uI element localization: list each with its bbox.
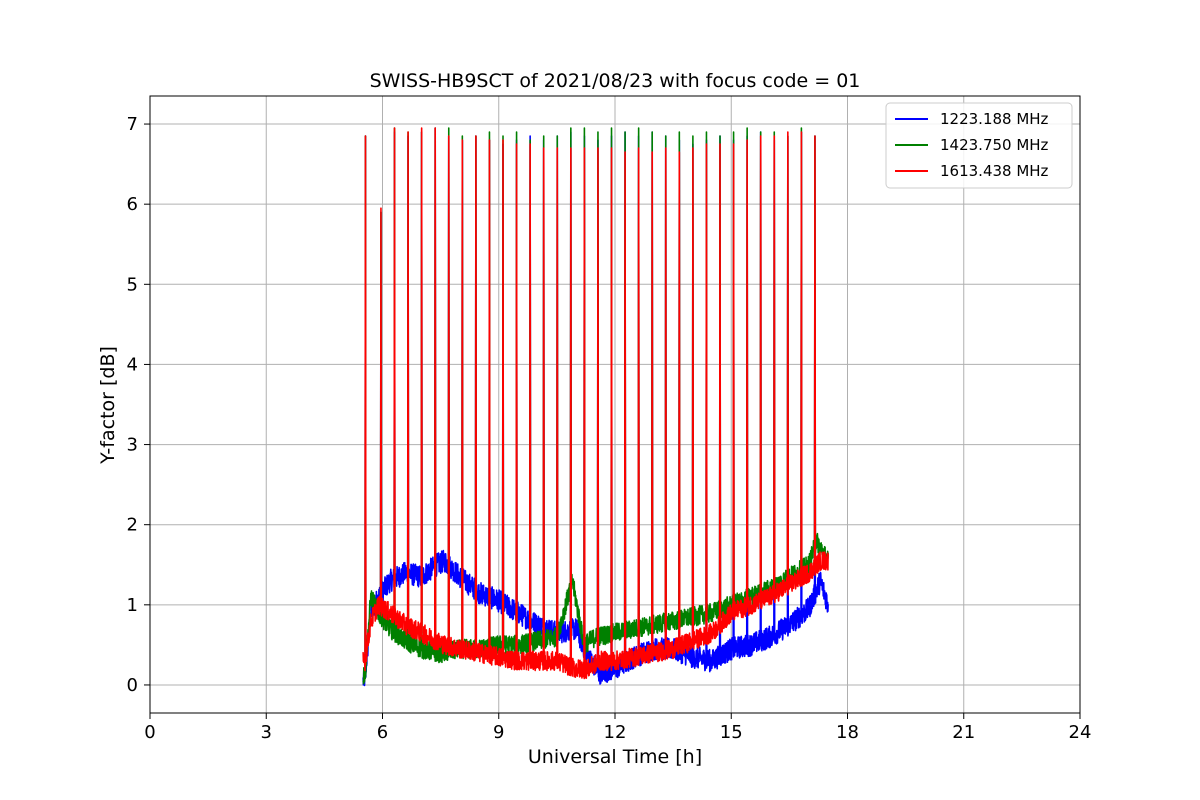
series-line-3 (362, 127, 829, 680)
x-tick-label: 24 (1069, 722, 1092, 743)
x-tick-label: 12 (604, 722, 627, 743)
legend-label: 1423.750 MHz (940, 136, 1049, 154)
x-tick-label: 3 (261, 722, 272, 743)
x-tick-label: 9 (493, 722, 504, 743)
legend-box (885, 102, 1073, 189)
y-tick-label: 3 (127, 435, 138, 456)
legend-label: 1223.188 MHz (940, 110, 1049, 128)
legend-label: 1613.438 MHz (940, 162, 1049, 180)
y-tick-label: 4 (127, 354, 138, 375)
y-axis-label: Y-factor [dB] (97, 346, 119, 465)
plot-area (362, 127, 829, 687)
x-tick-label: 15 (720, 722, 743, 743)
y-tick-label: 5 (127, 274, 138, 295)
x-tick-label: 0 (144, 722, 155, 743)
x-axis-label: Universal Time [h] (528, 746, 702, 768)
y-tick-label: 7 (127, 114, 138, 135)
chart-title: SWISS-HB9SCT of 2021/08/23 with focus co… (370, 70, 861, 92)
y-tick-label: 1 (127, 595, 138, 616)
x-tick-label: 6 (377, 722, 388, 743)
x-tick-label: 18 (836, 722, 859, 743)
y-tick-label: 0 (127, 675, 138, 696)
y-tick-label: 2 (127, 515, 138, 536)
x-tick-label: 21 (952, 722, 975, 743)
legend: 1223.188 MHz 1423.750 MHz 1613.438 MHz (885, 102, 1073, 189)
y-tick-label: 6 (127, 194, 138, 215)
